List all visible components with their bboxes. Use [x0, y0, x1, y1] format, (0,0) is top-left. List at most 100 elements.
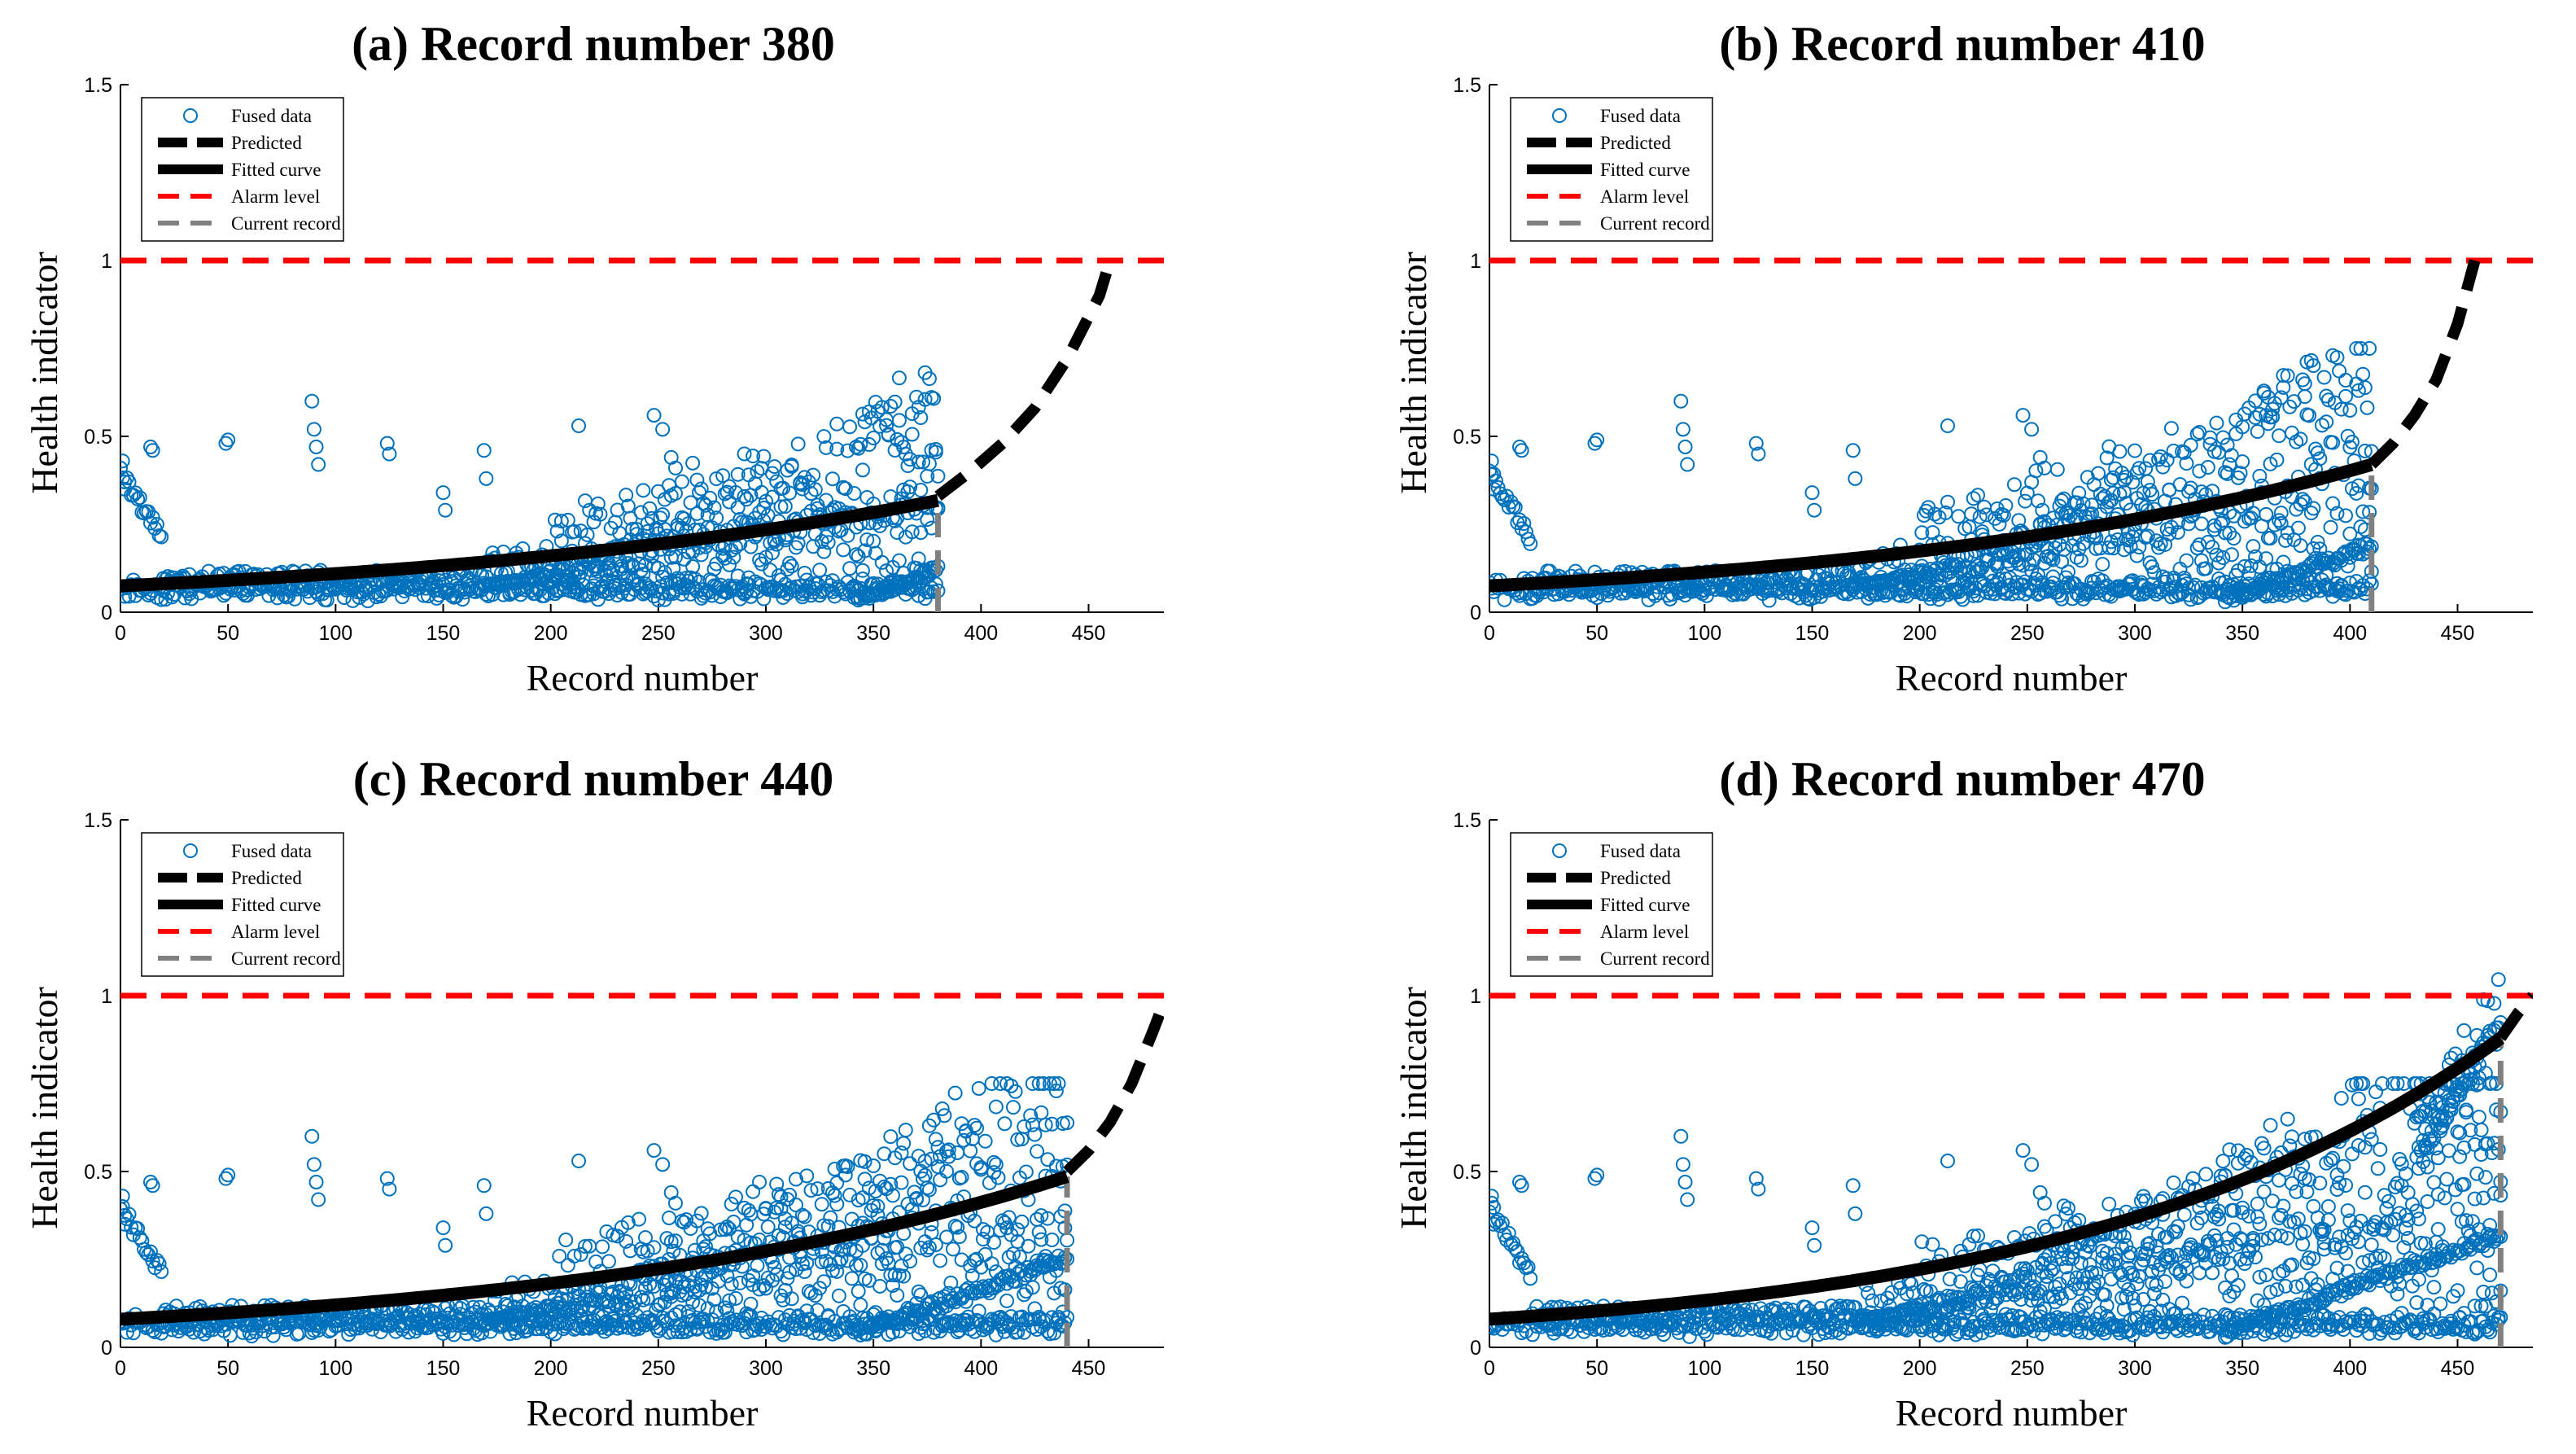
fused-data-point [843, 562, 856, 575]
fused-data-point [2363, 342, 2376, 355]
fused-data-point [2083, 1258, 2096, 1271]
fused-data-point [733, 1277, 746, 1290]
fused-data-point [147, 1179, 160, 1192]
fused-data-point [964, 1145, 977, 1158]
fused-data-point [2178, 1208, 2191, 1221]
x-tick-label: 350 [856, 1357, 890, 1380]
y-tick-label: 0.5 [1453, 426, 1481, 449]
fused-data-point [2141, 475, 2154, 488]
fused-data-point [562, 1259, 575, 1272]
fused-data-point [308, 423, 321, 436]
fused-data-point [1808, 504, 1821, 517]
x-tick-label: 50 [216, 622, 239, 645]
x-tick-label: 150 [426, 622, 461, 645]
y-tick-label: 0 [1470, 602, 1481, 624]
y-tick-label: 0 [101, 602, 112, 624]
y-tick-label: 0.5 [84, 426, 112, 449]
fused-data-point [830, 1198, 843, 1211]
x-axis-label: Record number [1896, 1392, 2128, 1434]
fused-data-point [738, 447, 751, 460]
fused-data-point [846, 1272, 859, 1285]
fused-data-point [785, 559, 798, 572]
y-tick-label: 1.5 [1453, 809, 1481, 832]
y-tick-label: 1.5 [84, 74, 112, 97]
legend-label: Current record [231, 213, 341, 234]
plot-area [1483, 973, 2533, 1347]
fused-data-point [2150, 1278, 2163, 1291]
fused-data-point [2025, 423, 2038, 436]
fused-data-point [966, 1269, 979, 1282]
fused-data-point [893, 414, 906, 427]
fused-data-point [2071, 551, 2084, 564]
x-axis-label: Record number [527, 1392, 759, 1434]
fused-data-point [1007, 1101, 1020, 1114]
x-tick-label: 50 [1585, 1357, 1608, 1380]
fused-data-point [899, 1123, 912, 1136]
fused-data-point [826, 472, 839, 485]
fused-data-point [2051, 463, 2064, 476]
fused-data-point [2167, 1176, 2180, 1189]
fused-data-point [973, 1082, 986, 1095]
x-tick-label: 0 [1484, 1357, 1495, 1380]
x-tick-label: 200 [534, 622, 568, 645]
fused-data-series [1483, 973, 2507, 1344]
fused-data-point [1971, 488, 1984, 501]
fused-data-point [2216, 431, 2229, 444]
fused-data-point [116, 454, 129, 467]
fused-data-series [114, 366, 944, 607]
fused-data-point [310, 440, 323, 453]
fused-data-point [2180, 554, 2193, 567]
x-tick-label: 0 [115, 1357, 126, 1380]
fused-data-point [1515, 444, 1529, 457]
fused-data-point [2158, 1275, 2171, 1288]
fused-data-point [2165, 422, 2178, 435]
y-tick-label: 0.5 [1453, 1161, 1481, 1184]
fused-data-point [2202, 461, 2215, 474]
legend-label: Fitted curve [1600, 160, 1690, 180]
fused-data-point [1962, 520, 1975, 533]
fused-data-point [2113, 445, 2126, 458]
x-tick-label: 350 [2225, 1357, 2259, 1380]
fused-data-point [572, 419, 585, 432]
y-tick-label: 1 [101, 250, 112, 273]
fused-data-point [1041, 1153, 1054, 1166]
y-tick-label: 1 [1470, 250, 1481, 273]
x-axis-label: Record number [527, 657, 759, 699]
fused-data-point [2195, 554, 2208, 567]
fused-data-point [1861, 1286, 1874, 1299]
fused-data-point [798, 1265, 811, 1278]
y-tick-label: 1 [101, 985, 112, 1008]
x-tick-label: 400 [964, 1357, 998, 1380]
y-tick-label: 0.5 [84, 1161, 112, 1184]
fused-data-point [813, 563, 826, 576]
y-axis-label: Health indicator [24, 987, 65, 1229]
fused-data-point [2132, 541, 2145, 554]
x-tick-label: 400 [964, 622, 998, 645]
fused-data-point [648, 1144, 661, 1157]
fused-data-point [221, 433, 234, 446]
x-tick-label: 200 [534, 1357, 568, 1380]
x-tick-label: 0 [115, 622, 126, 645]
fused-data-point [676, 475, 689, 488]
fused-data-point [479, 1207, 492, 1220]
fused-data-point [2017, 409, 2030, 422]
fused-data-point [934, 1254, 947, 1267]
fused-data-point [990, 1101, 1003, 1114]
fused-data-point [312, 1193, 325, 1207]
fused-data-point [436, 486, 449, 499]
fused-data-point [2272, 429, 2285, 442]
plot-area [114, 261, 1164, 612]
x-tick-label: 150 [426, 1357, 461, 1380]
fused-data-point [2131, 550, 2144, 563]
fused-data-point [929, 1132, 942, 1145]
x-tick-label: 400 [2333, 1357, 2367, 1380]
fused-data-point [1679, 440, 1692, 453]
fused-data-point [833, 1290, 846, 1303]
fused-data-point [1681, 458, 1694, 471]
fused-data-point [856, 463, 869, 476]
fused-data-point [998, 1117, 1011, 1130]
